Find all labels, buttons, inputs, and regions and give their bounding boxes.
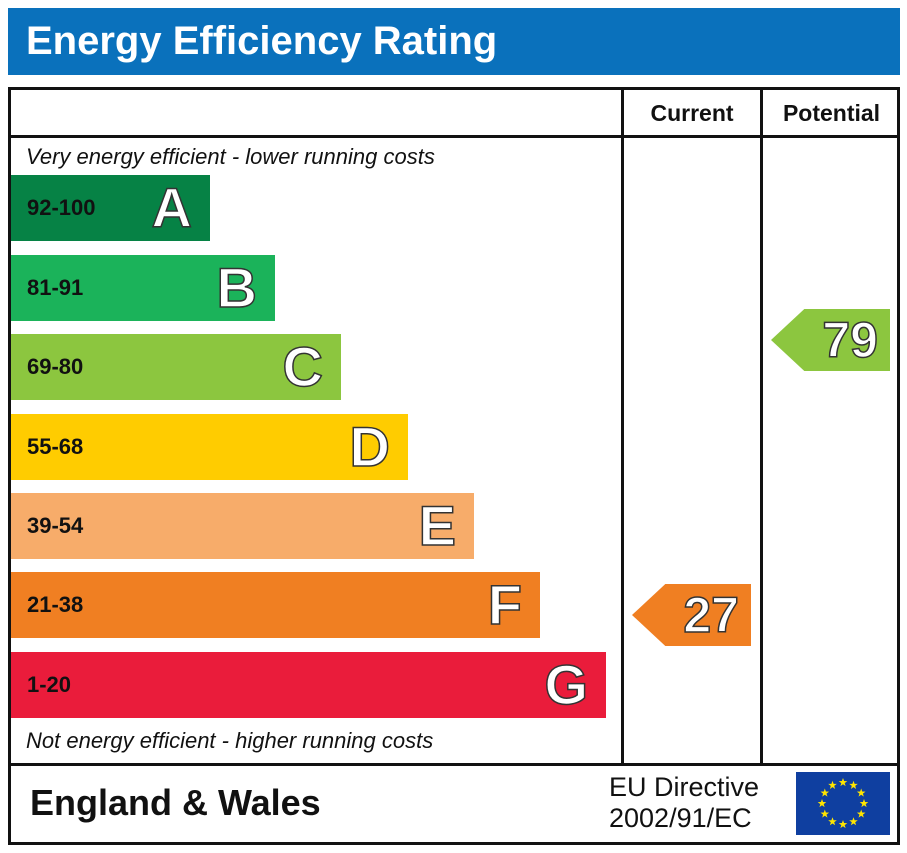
column-divider xyxy=(760,87,763,765)
star-icon xyxy=(828,817,837,826)
band-letter: E xyxy=(418,493,457,558)
band-d: 55-68 D xyxy=(11,414,408,480)
star-icon xyxy=(828,780,837,789)
band-letter: A xyxy=(151,175,193,240)
star-icon xyxy=(856,809,866,818)
band-range: 55-68 xyxy=(27,434,84,459)
band-g: 1-20 G xyxy=(11,652,606,718)
chart-frame xyxy=(8,87,900,845)
band-range: 69-80 xyxy=(27,354,84,379)
directive-label: EU Directive 2002/91/EC xyxy=(609,772,759,834)
directive-line2: 2002/91/EC xyxy=(609,803,752,833)
band-range: 21-38 xyxy=(27,592,84,617)
header-divider xyxy=(8,135,900,138)
band-a: 92-100 A xyxy=(11,175,210,241)
star-icon xyxy=(856,788,866,797)
directive-line1: EU Directive xyxy=(609,772,760,802)
band-range: 39-54 xyxy=(27,513,84,538)
eu-flag-icon xyxy=(796,772,890,835)
star-icon xyxy=(838,820,848,829)
star-icon xyxy=(820,788,830,797)
column-divider xyxy=(621,87,624,765)
chart-title: Energy Efficiency Rating xyxy=(8,8,900,75)
star-icon xyxy=(849,780,858,789)
header-potential: Potential xyxy=(782,100,881,126)
top-note: Very energy efficient - lower running co… xyxy=(26,144,435,169)
band-letter: F xyxy=(487,572,523,637)
band-range: 92-100 xyxy=(27,195,96,220)
band-c: 69-80 C xyxy=(11,334,341,400)
star-icon xyxy=(820,809,830,818)
band-f: 21-38 F xyxy=(11,572,540,638)
band-range: 81-91 xyxy=(27,275,84,300)
footer-divider xyxy=(8,763,900,766)
band-letter: C xyxy=(282,334,324,399)
star-icon xyxy=(859,799,869,808)
band-letter: B xyxy=(216,255,258,320)
current-rating-value: 27 xyxy=(683,586,740,644)
band-e: 39-54 E xyxy=(11,493,474,559)
bottom-note: Not energy efficient - higher running co… xyxy=(26,728,434,753)
band-letter: D xyxy=(349,414,391,479)
star-icon xyxy=(849,817,858,826)
band-range: 1-20 xyxy=(27,672,72,697)
region-label: England & Wales xyxy=(30,782,321,823)
band-b: 81-91 B xyxy=(11,255,275,321)
star-icon xyxy=(838,778,848,787)
potential-rating-value: 79 xyxy=(822,311,879,369)
star-icon xyxy=(817,799,827,808)
band-letter: G xyxy=(544,652,589,717)
header-current: Current xyxy=(650,100,734,126)
